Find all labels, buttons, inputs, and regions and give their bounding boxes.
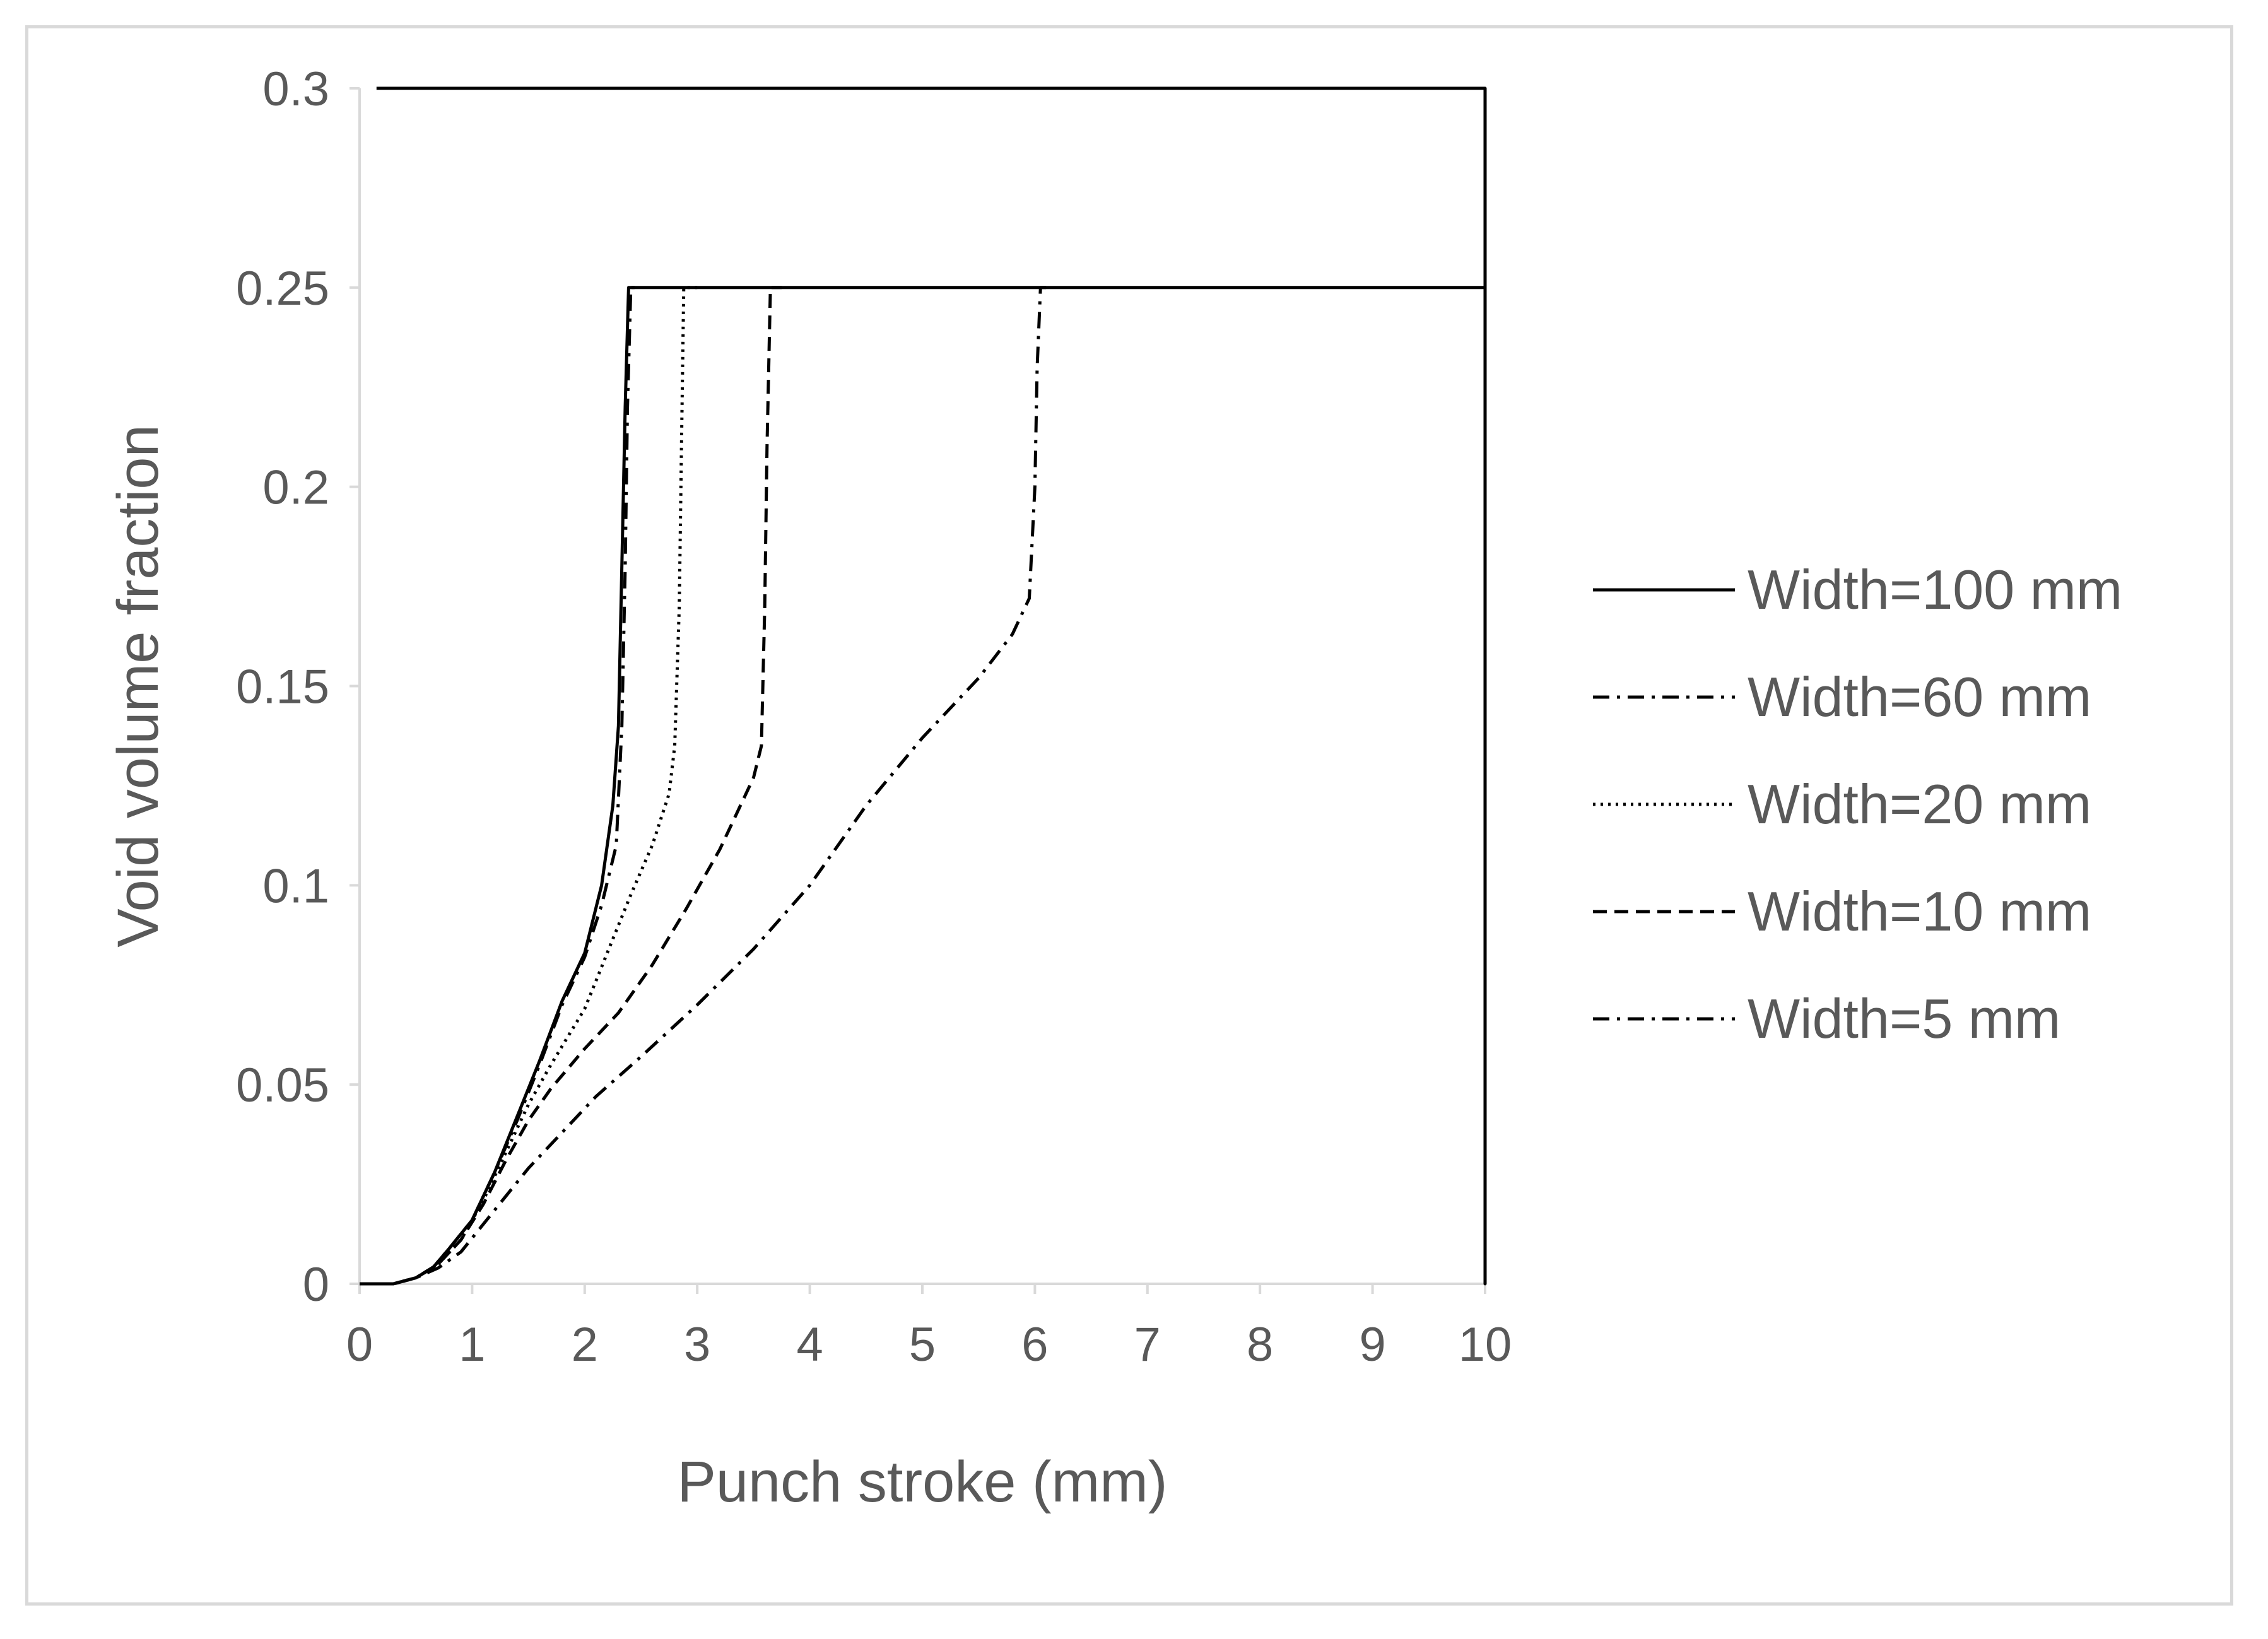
series-line-1 xyxy=(360,86,1487,1286)
x-axis-title: Punch stroke (mm) xyxy=(677,1450,1167,1514)
x-tick-label: 3 xyxy=(684,1318,710,1372)
legend-label: Width=5 mm xyxy=(1748,987,2060,1050)
x-tick-label: 0 xyxy=(346,1318,373,1372)
chart-svg: 0 1 2 3 4 5 6 7 8 9 10 0 0.05 0.1 0.15 0.2 0.25 0.3 Width… xyxy=(106,62,2122,1514)
x-tick-label: 9 xyxy=(1359,1318,1385,1372)
series-line-2 xyxy=(360,286,641,1286)
series-line-4 xyxy=(360,286,782,1286)
series-line-3 xyxy=(360,286,698,1286)
y-tick-label: 0.05 xyxy=(236,1059,329,1112)
x-tick-label: 6 xyxy=(1021,1318,1048,1372)
series-lines xyxy=(360,86,1487,1286)
x-tick-label: 7 xyxy=(1134,1318,1161,1372)
axes: 0 1 2 3 4 5 6 7 8 9 10 0 0.05 0.1 0.15 0.2 0.25 0.3 xyxy=(236,62,1512,1372)
x-tick-label: 10 xyxy=(1459,1318,1512,1372)
x-tick-label: 5 xyxy=(909,1318,936,1372)
legend-label: Width=60 mm xyxy=(1748,666,2091,728)
legend: Width=100 mm Width=60 mm Width=20 mm Width=… xyxy=(1593,558,2122,1050)
x-tick-label: 1 xyxy=(459,1318,485,1372)
y-tick-label: 0.25 xyxy=(236,262,329,315)
y-tick-label: 0.1 xyxy=(262,859,329,913)
chart-frame: 0 1 2 3 4 5 6 7 8 9 10 0 0.05 0.1 0.15 0.2 0.25 0.3 Width… xyxy=(25,25,2233,1606)
y-tick-label: 0 xyxy=(303,1258,329,1312)
y-axis-title: Void volume fraction xyxy=(106,425,170,947)
series-line-5 xyxy=(360,286,1047,1286)
x-tick-label: 2 xyxy=(572,1318,598,1372)
legend-label: Width=100 mm xyxy=(1748,558,2122,621)
y-tick-label: 0.15 xyxy=(236,661,329,714)
y-tick-label: 0.2 xyxy=(262,461,329,515)
x-tick-label: 8 xyxy=(1247,1318,1273,1372)
legend-label: Width=10 mm xyxy=(1748,880,2091,943)
y-tick-label: 0.3 xyxy=(262,62,329,116)
x-tick-label: 4 xyxy=(796,1318,823,1372)
legend-label: Width=20 mm xyxy=(1748,773,2091,835)
